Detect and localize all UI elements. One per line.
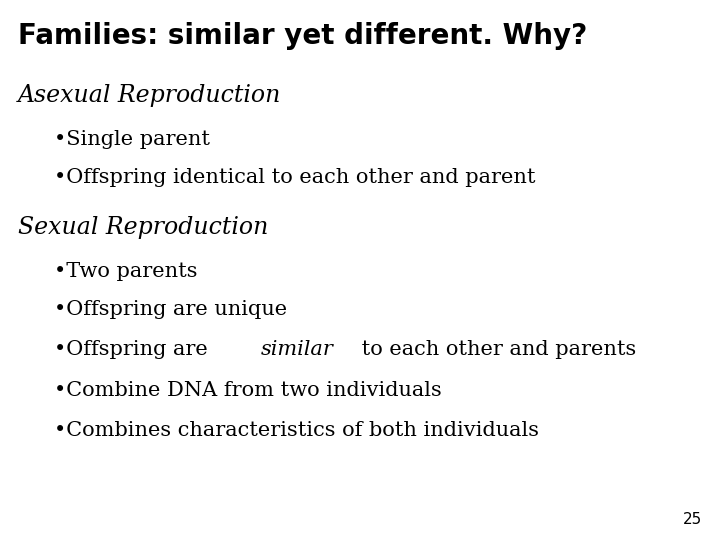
Text: •Single parent: •Single parent	[54, 130, 210, 148]
Text: to each other and parents: to each other and parents	[355, 340, 636, 359]
Text: •Offspring identical to each other and parent: •Offspring identical to each other and p…	[54, 168, 536, 187]
Text: similar: similar	[261, 340, 334, 359]
Text: •Combines characteristics of both individuals: •Combines characteristics of both indivi…	[54, 421, 539, 440]
Text: 25: 25	[683, 511, 702, 526]
Text: •Combine DNA from two individuals: •Combine DNA from two individuals	[54, 381, 442, 400]
Text: •Offspring are: •Offspring are	[54, 340, 215, 359]
Text: Asexual Reproduction: Asexual Reproduction	[18, 84, 282, 107]
Text: Sexual Reproduction: Sexual Reproduction	[18, 216, 269, 239]
Text: Families: similar yet different. Why?: Families: similar yet different. Why?	[18, 22, 588, 50]
Text: •Offspring are unique: •Offspring are unique	[54, 300, 287, 319]
Text: •Two parents: •Two parents	[54, 262, 197, 281]
